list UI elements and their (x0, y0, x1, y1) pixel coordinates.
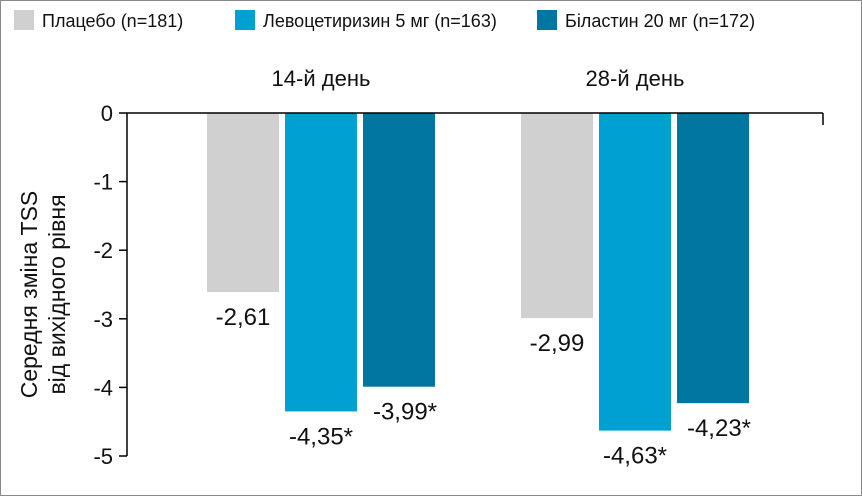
y-axis-title-line: від вихідного рівня (44, 194, 70, 394)
data-label: -4,23* (687, 415, 751, 442)
bar (285, 113, 357, 412)
legend-label: Левоцетиризин 5 мг (n=163) (263, 11, 497, 31)
y-axis: 0 -1 -2 -3 -4 -5 (93, 101, 824, 469)
data-label: -4,63* (603, 443, 667, 470)
y-tick-label: -2 (93, 238, 113, 263)
y-tick-label: -3 (93, 307, 113, 332)
bar (677, 113, 749, 404)
y-tick-label: -1 (93, 170, 113, 195)
bar (599, 113, 671, 431)
data-label: -4,35* (289, 423, 353, 450)
data-label: -2,99 (530, 330, 585, 357)
bar (363, 113, 435, 387)
bar (521, 113, 593, 319)
legend-swatch (537, 10, 557, 30)
legend: Плацебо (n=181) Левоцетиризин 5 мг (n=163… (14, 10, 755, 31)
category-label: 14-й день (272, 66, 371, 91)
legend-swatch (14, 10, 34, 30)
bar (207, 113, 279, 293)
y-tick-label: -4 (93, 375, 113, 400)
data-label: -2,61 (216, 304, 271, 331)
data-labels: -2,61 -2,99 -4,35* -4,63* -3,99* -4,23* (216, 304, 751, 470)
category-label: 28-й день (586, 66, 685, 91)
data-label: -3,99* (373, 399, 437, 426)
legend-label: Плацебо (n=181) (42, 11, 183, 31)
legend-label: Біластин 20 мг (n=172) (565, 11, 755, 31)
y-tick-label: -5 (93, 444, 113, 469)
y-tick-label: 0 (101, 101, 113, 126)
bars (207, 113, 749, 431)
category-labels: 14-й день 28-й день (272, 66, 685, 91)
y-axis-title-line: Середня зміна TSS (16, 191, 42, 399)
legend-swatch (235, 10, 255, 30)
y-axis-title: Середня зміна TSS від вихідного рівня (16, 191, 70, 399)
